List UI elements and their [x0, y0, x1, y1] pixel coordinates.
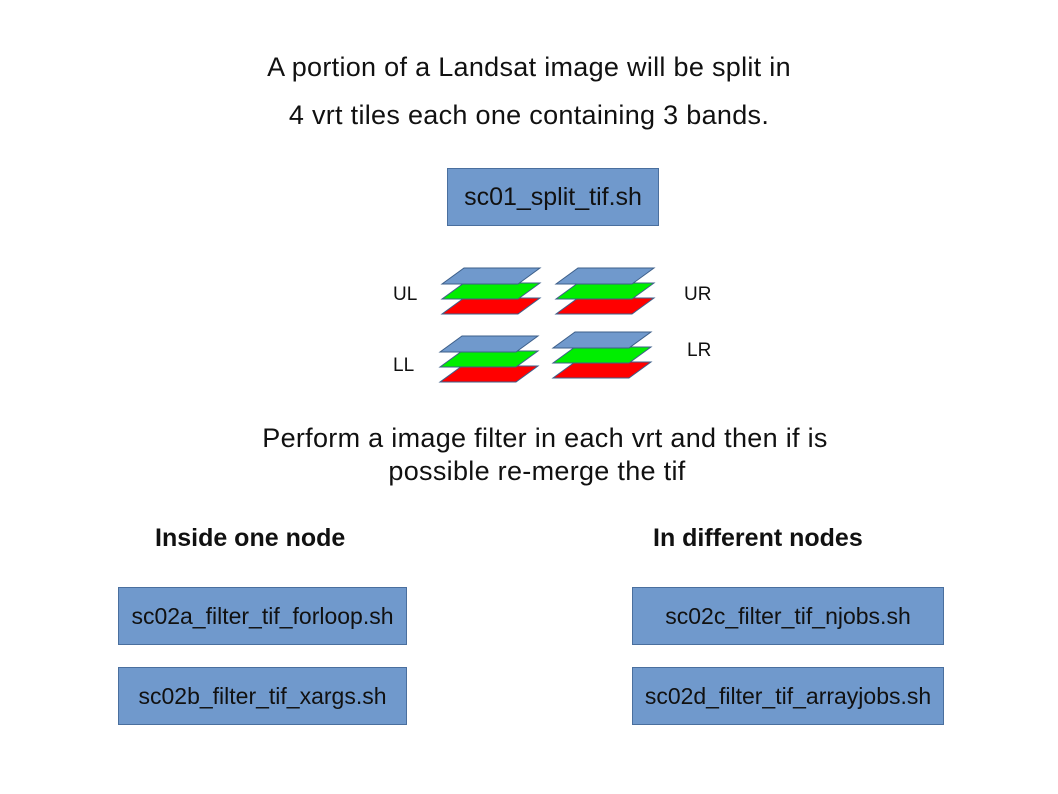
- tile-label-ur: UR: [684, 284, 712, 305]
- filter-text-line-1: Perform a image filter in each vrt and t…: [262, 423, 828, 453]
- green-band: [440, 282, 542, 300]
- green-band: [438, 350, 540, 368]
- arrayjobs-script-box: sc02d_filter_tif_arrayjobs.sh: [632, 667, 944, 725]
- inside-one-node-heading: Inside one node: [155, 524, 346, 552]
- blue-band: [440, 267, 542, 285]
- split-script-box: sc01_split_tif.sh: [447, 168, 659, 226]
- tile-lr-stack: [551, 331, 653, 379]
- intro-line-2: 4 vrt tiles each one containing 3 bands.: [288, 100, 770, 130]
- green-band: [551, 346, 653, 364]
- tile-label-ul: UL: [393, 284, 418, 305]
- red-band: [440, 297, 542, 315]
- njobs-script-box: sc02c_filter_tif_njobs.sh: [632, 587, 944, 645]
- tile-label-lr: LR: [687, 340, 712, 361]
- red-band: [554, 297, 656, 315]
- green-band: [554, 282, 656, 300]
- filter-text-line-2: possible re-merge the tif: [388, 456, 686, 486]
- blue-band: [438, 335, 540, 353]
- tile-ur-stack: [554, 267, 656, 315]
- forloop-script-box: sc02a_filter_tif_forloop.sh: [118, 587, 407, 645]
- blue-band: [551, 331, 653, 349]
- blue-band: [554, 267, 656, 285]
- tile-ul-stack: [440, 267, 542, 315]
- red-band: [438, 365, 540, 383]
- intro-line-1: A portion of a Landsat image will be spl…: [267, 52, 791, 82]
- in-different-nodes-heading: In different nodes: [653, 524, 863, 552]
- xargs-script-box: sc02b_filter_tif_xargs.sh: [118, 667, 407, 725]
- tile-label-ll: LL: [393, 355, 415, 376]
- tile-ll-stack: [438, 335, 540, 383]
- red-band: [551, 361, 653, 379]
